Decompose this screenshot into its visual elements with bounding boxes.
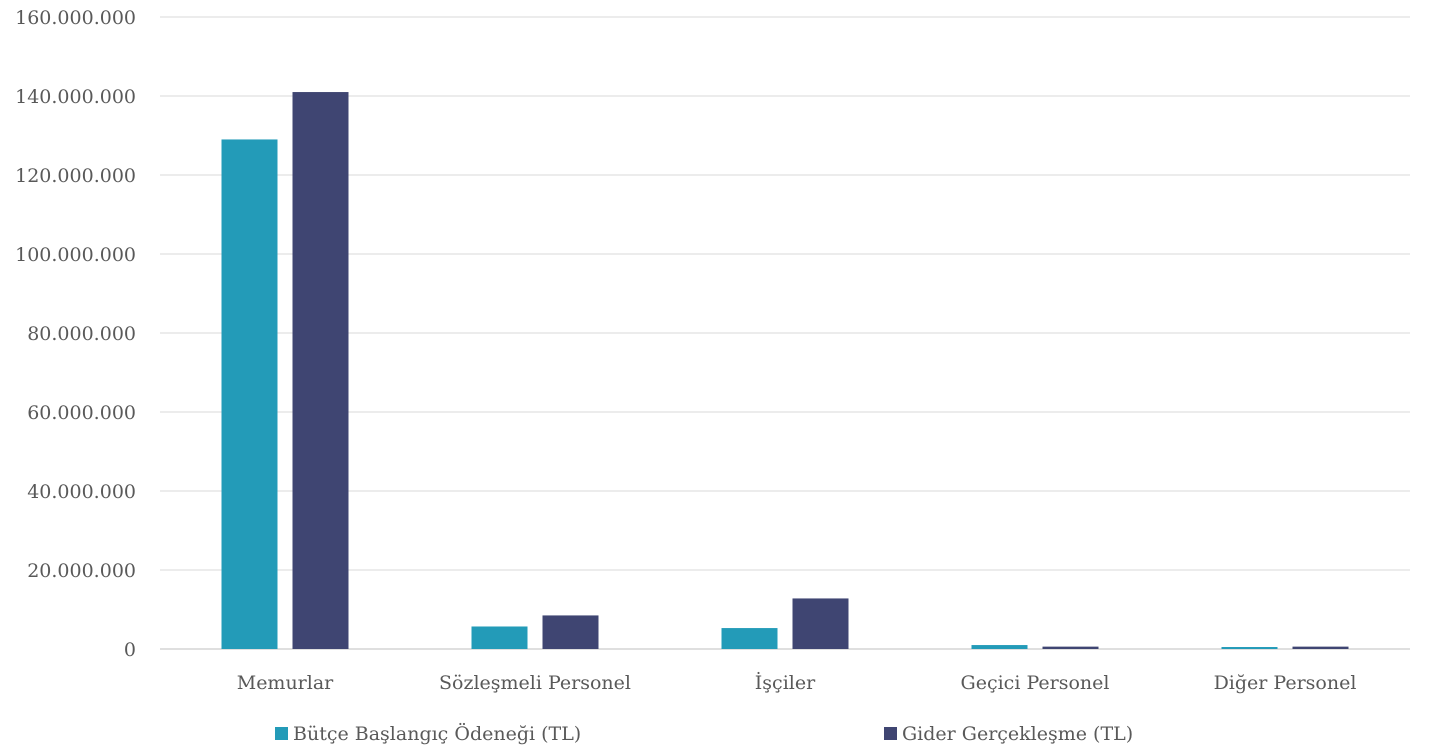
y-tick-label: 60.000.000	[27, 402, 136, 424]
x-category-label: Sözleşmeli Personel	[439, 672, 631, 694]
y-axis-tick-labels: 0 20.000.000 40.000.000 60.000.000 80.000.00…	[15, 7, 136, 661]
legend-label-0: Bütçe Başlangıç Ödeneği (TL)	[293, 722, 581, 745]
bar-series-1-4	[1292, 646, 1349, 649]
y-tick-label: 0	[124, 639, 136, 661]
legend: Bütçe Başlangıç Ödeneği (TL) Gider Gerçek…	[275, 722, 1133, 745]
bar-series-0-0	[221, 139, 278, 649]
y-tick-label: 80.000.000	[27, 323, 136, 345]
bars	[221, 92, 1349, 650]
x-category-label: Diğer Personel	[1214, 672, 1357, 694]
legend-swatch-1	[884, 727, 897, 740]
y-tick-label: 120.000.000	[15, 165, 136, 187]
x-category-label: Memurlar	[237, 672, 334, 694]
bar-series-1-2	[792, 598, 849, 649]
legend-label-1: Gider Gerçekleşme (TL)	[902, 723, 1133, 745]
y-tick-label: 20.000.000	[27, 560, 136, 582]
y-tick-label: 160.000.000	[15, 7, 136, 29]
bar-series-0-1	[471, 626, 528, 649]
bar-series-1-0	[292, 92, 349, 650]
gridlines	[160, 16, 1410, 650]
x-axis-category-labels: Memurlar Sözleşmeli Personel İşçiler Geçici…	[237, 671, 1357, 694]
y-tick-label: 140.000.000	[15, 86, 136, 108]
bar-series-0-2	[721, 628, 778, 649]
bar-series-0-4	[1221, 647, 1278, 649]
bar-series-1-1	[542, 615, 599, 649]
legend-swatch-0	[275, 727, 288, 740]
y-tick-label: 100.000.000	[15, 244, 136, 266]
x-category-label: İşçiler	[755, 671, 816, 694]
bar-series-1-3	[1042, 646, 1099, 649]
x-category-label: Geçici Personel	[961, 672, 1110, 694]
y-tick-label: 40.000.000	[27, 481, 136, 503]
bar-series-0-3	[971, 645, 1028, 649]
